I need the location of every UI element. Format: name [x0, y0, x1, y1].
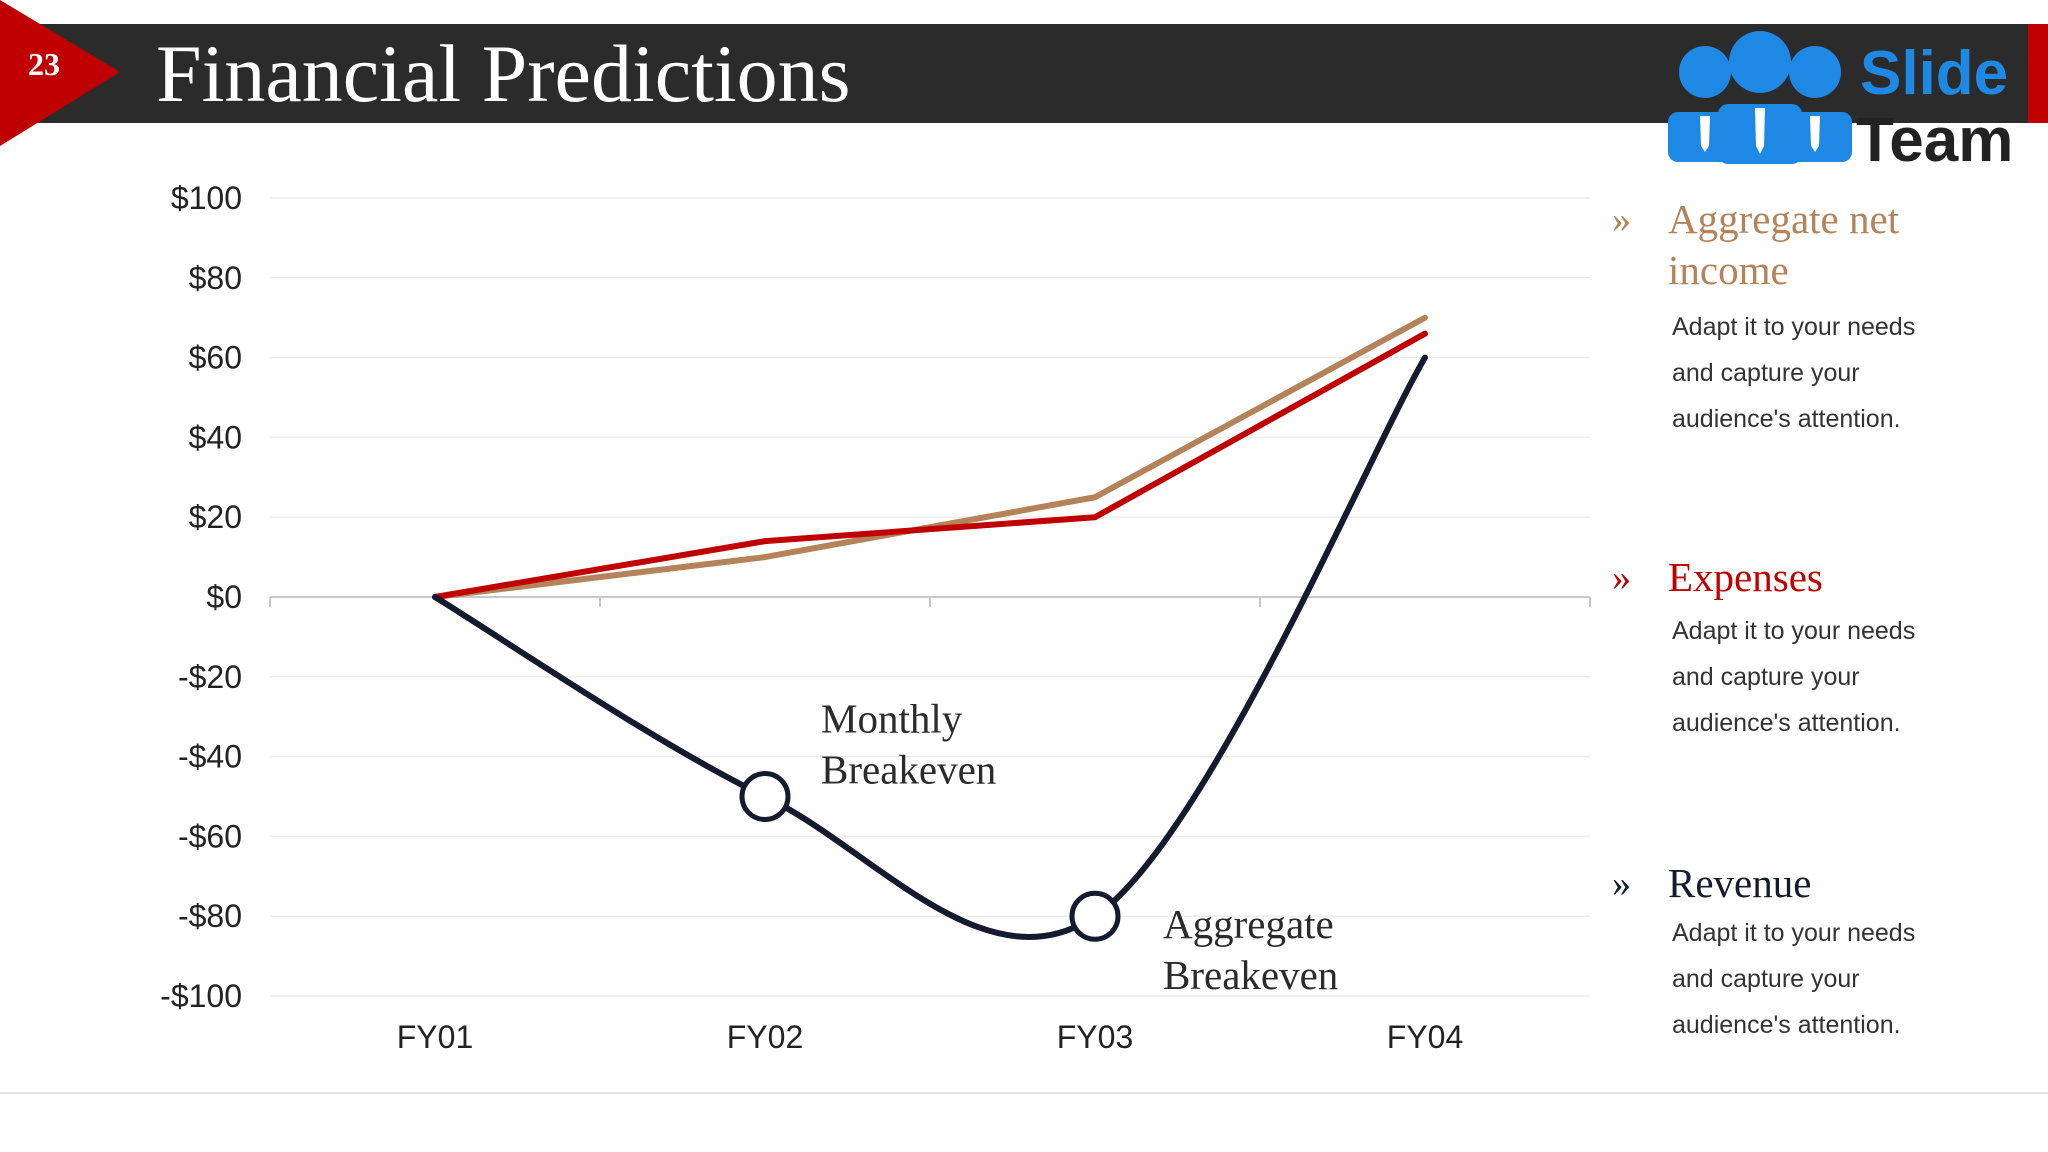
- x-tick-label: FY02: [727, 1019, 803, 1055]
- series-line-expenses: [432, 330, 1428, 600]
- y-tick-label: -$100: [160, 978, 242, 1014]
- breakeven-markers: [739, 771, 1121, 942]
- legend-description-line: Adapt it to your needs: [1672, 313, 1916, 341]
- logo-text-slide: Slide: [1860, 39, 2008, 108]
- annotation-label: Aggregate: [1163, 901, 1334, 947]
- legend-description-line: audience's attention.: [1672, 405, 1901, 433]
- legend-description-line: and capture your: [1672, 663, 1860, 691]
- y-tick-label: -$60: [178, 818, 242, 854]
- y-tick-label: $20: [189, 499, 242, 535]
- logo-text-team: Team: [1856, 106, 2013, 168]
- legend-bullet-icon: »: [1612, 557, 1631, 599]
- legend-bullet-icon: »: [1612, 863, 1631, 905]
- legend-bullet-icon: »: [1612, 199, 1631, 241]
- chart-annotations: Monthly Breakeven Aggregate Breakeven: [821, 696, 1338, 999]
- y-tick-label: $80: [189, 260, 242, 296]
- x-axis-tick-labels: FY01 FY02 FY03 FY04: [397, 1019, 1463, 1055]
- x-tick-label: FY01: [397, 1019, 473, 1055]
- y-tick-label: -$80: [178, 898, 242, 934]
- legend-description-line: audience's attention.: [1672, 709, 1901, 737]
- line-chart: $100$80$60$40$20$0-$20-$40-$60-$80-$100 …: [160, 180, 1591, 1055]
- annotation-label: Breakeven: [1163, 952, 1338, 998]
- slide-number-tab: [0, 0, 120, 146]
- y-tick-label: -$40: [178, 739, 242, 775]
- legend-label: Aggregate net income: [1668, 196, 1900, 293]
- slideteam-logo: Slide Team: [1668, 31, 2013, 168]
- title-bar-accent: [2028, 24, 2048, 123]
- y-tick-label: $40: [189, 419, 242, 455]
- y-tick-label: $100: [171, 180, 242, 216]
- footer-divider: [0, 1092, 2048, 1094]
- legend-description-line: Adapt it to your needs: [1672, 617, 1916, 645]
- legend-item-expenses: » Expenses Adapt it to your needs and ca…: [1600, 552, 2020, 746]
- y-tick-label: $60: [189, 340, 242, 376]
- series-line-revenue: [432, 354, 1428, 940]
- x-tick-label: FY03: [1057, 1019, 1133, 1055]
- annotation-label: Monthly: [821, 696, 963, 742]
- legend-description: Adapt it to your needs and capture your …: [1672, 608, 1952, 746]
- slide-number: 23: [28, 46, 60, 82]
- chart-series: [432, 314, 1428, 940]
- legend-label: Expenses: [1668, 554, 1823, 600]
- legend-description-line: and capture your: [1672, 965, 1860, 993]
- page-title: Financial Predictions: [156, 28, 851, 119]
- legend-description-line: and capture your: [1672, 359, 1860, 387]
- legend-label: Revenue: [1668, 860, 1812, 906]
- legend-item-revenue: » Revenue Adapt it to your needs and cap…: [1600, 858, 2020, 1048]
- breakeven-marker: [739, 771, 791, 822]
- x-tick-label: FY04: [1387, 1019, 1463, 1055]
- legend-item-aggregate-net-income: » Aggregate net income Adapt it to your …: [1600, 194, 2020, 442]
- gridlines: [269, 197, 1591, 997]
- y-tick-label: -$20: [178, 659, 242, 695]
- annotation-label: Breakeven: [821, 747, 996, 793]
- y-tick-label: $0: [206, 579, 242, 615]
- legend-description: Adapt it to your needs and capture your …: [1672, 910, 1952, 1048]
- y-axis-tick-labels: $100 $80 $60 $40 $20 $0 -$20 -$40 -$60 -$80 -$100: [160, 180, 242, 1014]
- legend-description-line: audience's attention.: [1672, 1011, 1901, 1039]
- series-line-aggregate-net-income: [432, 314, 1428, 600]
- breakeven-marker: [1069, 890, 1121, 942]
- legend-description-line: Adapt it to your needs: [1672, 919, 1916, 947]
- legend-description: Adapt it to your needs and capture your …: [1672, 304, 1952, 442]
